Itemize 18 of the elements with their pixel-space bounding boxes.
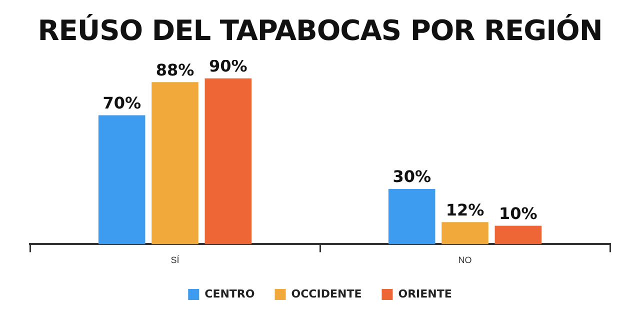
legend-label: ORIENTE [398, 287, 452, 300]
legend-label: OCCIDENTE [291, 287, 362, 300]
bar [152, 82, 198, 244]
x-tick-label: NO [458, 255, 472, 266]
data-label: 90% [209, 56, 248, 76]
bar [204, 78, 252, 244]
data-label: 12% [446, 200, 484, 220]
data-label: 70% [102, 93, 141, 112]
bar [388, 188, 436, 244]
bar [494, 226, 542, 244]
bar [98, 115, 146, 244]
x-tick-label: SÍ [170, 255, 180, 266]
legend-label: CENTRO [204, 287, 255, 300]
data-label: 10% [499, 204, 538, 223]
data-label: 88% [156, 60, 194, 80]
data-label: 30% [392, 167, 431, 186]
chart-title: REÚSO DEL TAPABOCAS POR REGIÓN [36, 14, 604, 47]
bar [442, 222, 488, 244]
